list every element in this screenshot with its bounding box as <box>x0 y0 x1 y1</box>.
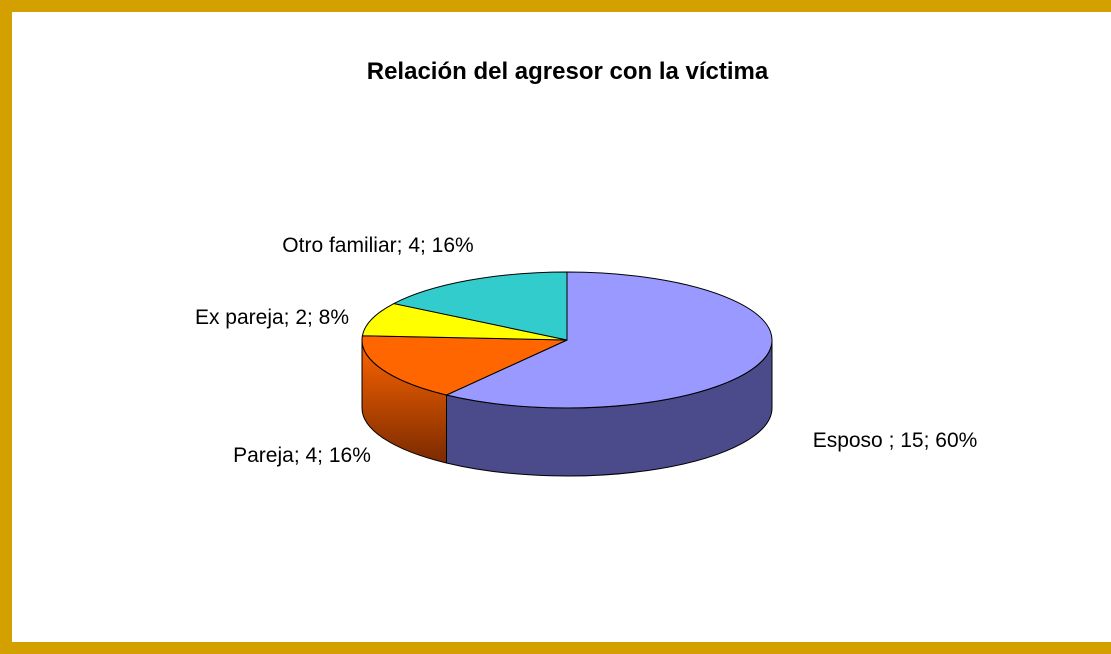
data-label: Esposo ; 15; 60% <box>812 429 978 452</box>
pie-slice <box>392 271 568 341</box>
chart-title: Relación del agresor con la víctima <box>366 58 769 85</box>
pie-slice <box>444 271 773 409</box>
data-label: Ex pareja; 2; 8% <box>194 306 350 329</box>
pie-chart <box>361 271 773 477</box>
pie-slice <box>361 303 568 341</box>
data-label: Pareja; 4; 16% <box>233 444 371 467</box>
pie-slice <box>361 335 568 396</box>
data-label: Otro familiar; 4; 16% <box>282 234 474 257</box>
